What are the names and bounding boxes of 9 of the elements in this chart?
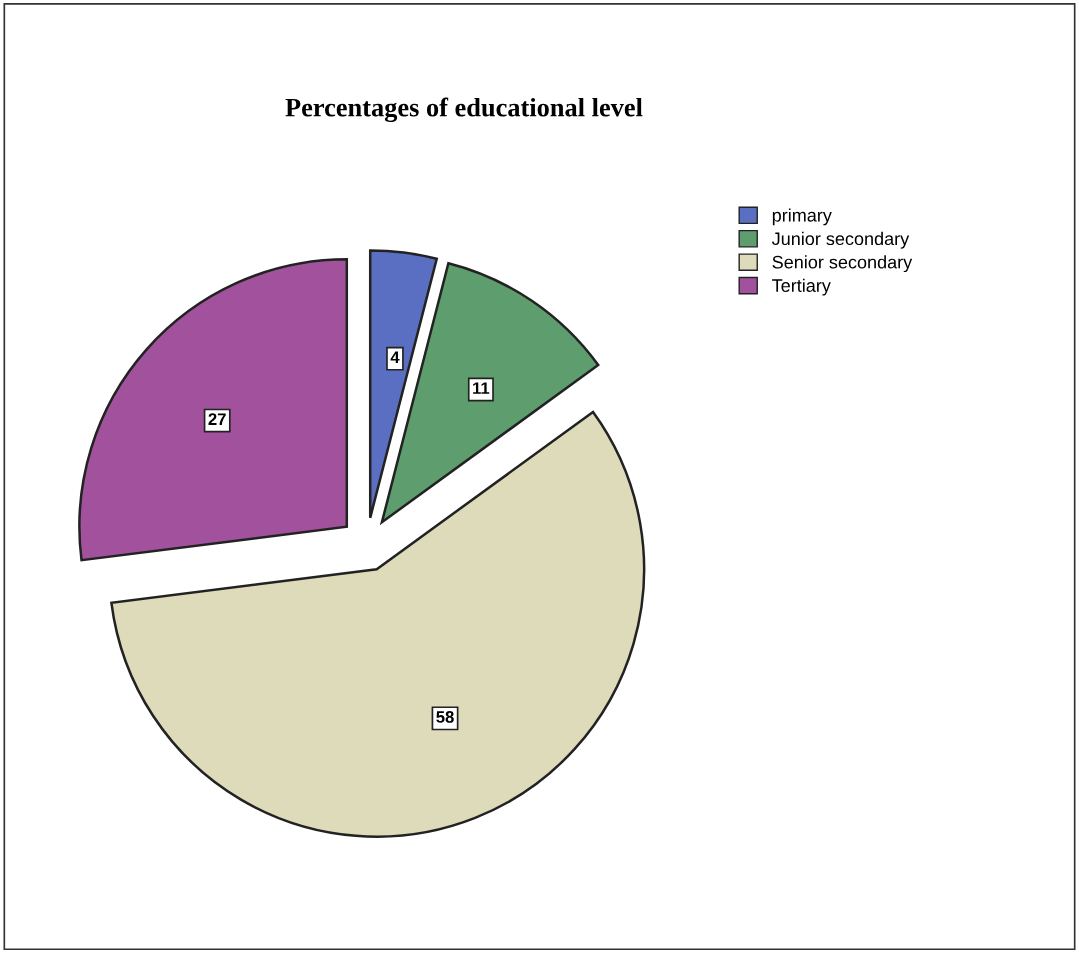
data-label: 4 (390, 351, 400, 363)
data-label: 58 (436, 711, 454, 723)
chart-title: Percentages of educational level (285, 97, 643, 123)
data-label: 11 (473, 382, 490, 394)
legend-label: Tertiary (772, 278, 831, 296)
data-label: 27 (208, 413, 226, 425)
legend-label: Senior secondary (772, 255, 913, 273)
legend-label: primary (772, 208, 832, 226)
legend-label: Junior secondary (771, 231, 910, 249)
